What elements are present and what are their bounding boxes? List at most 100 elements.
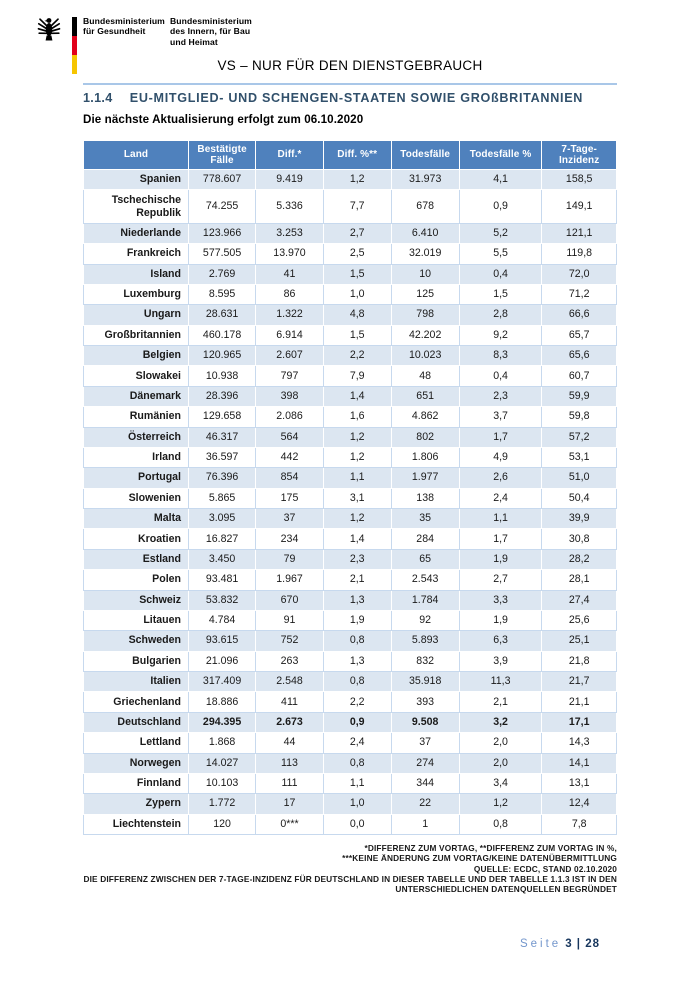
value-cell: 48 (390, 365, 460, 387)
value-cell: 21.096 (187, 650, 257, 673)
value-cell: 32.019 (390, 243, 460, 265)
classification-banner: VS – NUR FÜR DEN DIENSTGEBRAUCH (217, 58, 483, 73)
value-cell: 442 (255, 446, 324, 469)
value-cell: 1,2 (458, 793, 543, 815)
value-cell: 1,9 (458, 548, 543, 571)
value-cell: 2,0 (458, 752, 543, 774)
value-cell: 1,9 (322, 609, 392, 632)
value-cell: 123.966 (187, 222, 257, 245)
country-cell: Luxemburg (83, 283, 189, 306)
value-cell: 25,6 (541, 609, 617, 632)
value-cell: 119,8 (541, 243, 617, 265)
value-cell: 2,4 (322, 732, 392, 754)
value-cell: 832 (390, 650, 460, 673)
value-cell: 2.543 (390, 569, 460, 591)
value-cell: 39,9 (541, 507, 617, 530)
value-cell: 3,4 (458, 772, 543, 795)
value-cell: 5.865 (187, 487, 257, 510)
value-cell: 4,9 (458, 446, 543, 469)
value-cell: 9,2 (458, 324, 543, 347)
value-cell: 0,4 (458, 263, 543, 285)
value-cell: 460.178 (187, 324, 257, 347)
value-cell: 76.396 (187, 467, 257, 489)
value-cell: 0,4 (458, 365, 543, 387)
table-row: Schweiz 53.832 670 1,3 1.784 3,3 27,4 (83, 589, 617, 611)
value-cell: 5,5 (458, 243, 543, 265)
divider-rule (83, 83, 617, 85)
value-cell: 2,8 (458, 304, 543, 326)
footnote-line: QUELLE: ECDC, STAND 02.10.2020 (473, 863, 617, 874)
country-cell: Italien (83, 670, 189, 693)
value-cell: 3.095 (187, 507, 257, 530)
table-row: Slowakei 10.938 797 7,9 48 0,4 60,7 (83, 365, 617, 387)
value-cell: 21,8 (541, 650, 617, 673)
country-cell: Tschechische Republik (83, 189, 189, 224)
value-cell: 51,0 (541, 467, 617, 489)
country-cell: Norwegen (83, 752, 189, 774)
value-cell: 564 (255, 426, 324, 448)
value-cell: 1 (390, 813, 460, 836)
value-cell: 25,1 (541, 630, 617, 652)
table-row: Tschechische Republik 74.255 5.336 7,7 678 0,… (83, 189, 617, 224)
country-cell: Schweden (83, 630, 189, 652)
value-cell: 1,0 (322, 793, 392, 815)
federal-eagle-icon (37, 18, 61, 41)
value-cell: 28.396 (187, 385, 257, 408)
table-row: Estland 3.450 79 2,3 65 1,9 28,2 (83, 548, 617, 571)
table-row: Zypern 1.772 17 1,0 22 1,2 12,4 (83, 793, 617, 815)
value-cell: 2,3 (322, 548, 392, 571)
country-cell: Finnland (83, 772, 189, 795)
value-cell: 60,7 (541, 365, 617, 387)
flag-red-segment (72, 36, 77, 55)
value-cell: 3.450 (187, 548, 257, 571)
update-notice: Die nächste Aktualisierung erfolgt zum 0… (83, 113, 364, 126)
value-cell: 1,9 (458, 609, 543, 632)
flag-gold-segment (72, 55, 77, 74)
value-cell: 28,1 (541, 569, 617, 591)
footer-label: Seite (519, 938, 562, 950)
value-cell: 778.607 (187, 168, 257, 191)
column-header: 7-Tage-Inzidenz (541, 140, 617, 170)
country-cell: Malta (83, 507, 189, 530)
country-cell: Estland (83, 548, 189, 571)
section-title: 1.1.4 EU-MITGLIED- UND SCHENGEN-STAATEN … (83, 91, 617, 105)
value-cell: 651 (390, 385, 460, 408)
country-cell: Schweiz (83, 589, 189, 611)
country-cell: Österreich (83, 426, 189, 448)
value-cell: 8,3 (458, 344, 543, 367)
value-cell: 93.481 (187, 569, 257, 591)
ministry-health-name: Bundesministerium für Gesundheit (83, 16, 165, 37)
country-cell: Litauen (83, 609, 189, 632)
value-cell: 1,2 (322, 168, 392, 191)
value-cell: 3,1 (322, 487, 392, 510)
value-cell: 1,7 (458, 528, 543, 550)
value-cell: 14.027 (187, 752, 257, 774)
value-cell: 35.918 (390, 670, 460, 693)
value-cell: 125 (390, 283, 460, 306)
value-cell: 22 (390, 793, 460, 815)
value-cell: 1,5 (322, 324, 392, 347)
value-cell: 5,2 (458, 222, 543, 245)
country-cell: Dänemark (83, 385, 189, 408)
value-cell: 2,4 (458, 487, 543, 510)
column-header: Todesfälle % (458, 140, 543, 170)
value-cell: 7,7 (322, 189, 392, 224)
value-cell: 4.862 (390, 406, 460, 428)
footnote-line: *DIFFERENZ ZUM VORTAG, **DIFFERENZ ZUM V… (364, 843, 617, 853)
value-cell: 9.508 (390, 711, 460, 734)
value-cell: 234 (255, 528, 324, 550)
value-cell: 0,8 (322, 670, 392, 693)
value-cell: 59,9 (541, 385, 617, 408)
value-cell: 1.322 (255, 304, 324, 326)
value-cell: 53.832 (187, 589, 257, 611)
value-cell: 1,4 (322, 528, 392, 550)
value-cell: 274 (390, 752, 460, 774)
value-cell: 7,9 (322, 365, 392, 387)
country-cell: Frankreich (83, 243, 189, 265)
value-cell: 120.965 (187, 344, 257, 367)
value-cell: 1,1 (322, 467, 392, 489)
country-cell: Bulgarien (83, 650, 189, 673)
country-cell: Island (83, 263, 189, 285)
table-row: Kroatien 16.827 234 1,4 284 1,7 30,8 (83, 528, 617, 550)
